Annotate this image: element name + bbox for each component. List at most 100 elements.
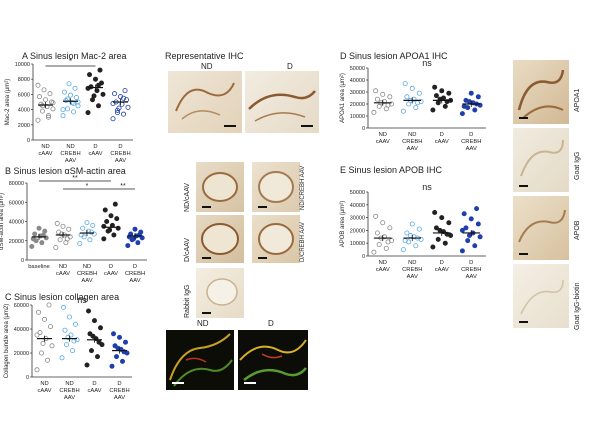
mac2-point [35,117,41,123]
apoa1-point [404,94,410,100]
mac2-point [38,101,44,107]
mac2-category-label: cAAV [38,151,52,157]
mac2-category-label: D [93,144,97,150]
apob-point [439,215,445,221]
asma-point [125,243,131,249]
asma-point [36,225,42,231]
apob-point [413,243,419,249]
apob-tick-label: 10000 [350,241,365,247]
collagen-point [40,340,46,346]
apob-point [430,244,436,250]
collagen-ylabel: Collagen bundle area (μm2) [4,304,10,379]
mac2-point [116,105,122,111]
apob-point [442,240,448,246]
apoa1-category-label: CREBH [461,139,481,145]
apoa1-point [461,103,467,109]
apob-point [416,226,422,232]
apoa1-ylabel: APOA1 area (μm²) [340,73,346,123]
mac2-category-label: ND [66,144,74,150]
collagen-d-header: D [268,319,274,328]
collagen-tick-label: 20000 [14,351,29,357]
asma-category-label: CREBH [125,271,145,277]
mac2-category-label: ND [41,144,49,150]
panel-e-title: E Sinus lesion APOB IHC [340,165,443,175]
apoa1-point [413,105,419,111]
mac2-point [91,93,97,99]
collagen-tick-label: 40000 [14,327,29,333]
collagen-category-label: CREBH [109,388,129,394]
collagen-point [37,330,43,336]
apoa1-category-label: ND [379,132,387,138]
asma-category-label: cAAV [56,271,70,277]
mac2-sig-label: * [69,57,72,66]
apoa1-point [402,81,408,87]
apoa1-category-label: D [440,132,444,138]
apob-tick-label: 50000 [350,190,365,196]
collagen-point [34,332,40,338]
collagen-category-label: CREBH [59,388,79,394]
asma-point [59,231,65,237]
ihc-d-header: D [287,62,293,71]
apob-point [472,243,478,249]
apoa1-point [433,93,439,99]
collagen-point [48,324,54,330]
asma-point [111,232,117,238]
collagen-category-label: AAV [114,395,125,401]
apoa1-point [371,109,377,115]
apob-point [400,247,406,253]
apob-point [463,225,469,231]
apob-category-label: ND [379,260,387,266]
apoa1-point [373,88,379,94]
ihc-image-nd-caav [196,162,244,212]
mac2-point [46,113,52,119]
asma-tick-label: 40000 [9,220,24,226]
label-goat-igg-biotin: Goat IgG-biotin [574,282,581,330]
collagen-point [42,316,48,322]
asma-tick-label: 20000 [9,239,24,245]
asma-point [108,213,114,219]
apoa1-point [430,107,436,113]
asma-category-label: AAV [129,278,140,284]
apob-tick-label: 0 [362,254,365,260]
ihc-image-d [245,71,319,133]
apob-point [374,230,380,236]
mac2-point [60,113,66,119]
asma-category-label: baseline [28,264,50,270]
collagen-point [61,304,67,310]
right-image-apob [513,196,569,260]
asma-point [135,240,141,246]
asma-category-label: cAAV [104,271,118,277]
label-rabbit-igg: Rabbit IgG [184,284,191,318]
apob-point [373,213,379,219]
asma-point [90,222,96,228]
apoa1-point [409,85,415,91]
asma-point [88,229,94,235]
asma-category-label: D [133,264,137,270]
asma-category-label: CREBH [77,271,97,277]
apoa1-sig-label: ns [422,58,432,68]
collagen-point [120,358,126,364]
collagen-point [98,325,104,331]
asma-point [54,220,60,226]
label-d-crebh-aav: D/CREBH AAV [300,222,306,262]
asma-point [29,244,35,250]
apob-point [459,227,465,233]
apob-category-label: cAAV [376,267,390,273]
apob-point [465,238,471,244]
asma-point [57,237,63,243]
collagen-category-label: D [92,381,96,387]
collagen-point [70,348,76,354]
mac2-point [110,116,116,122]
apob-point [461,211,467,217]
apoa1-category-label: CREBH [402,139,422,145]
asma-point [87,237,93,243]
mac2-point [72,85,78,91]
mac2-point [60,107,66,113]
panel-c-title: C Sinus lesion collagen area [5,292,120,302]
mac2-point [68,92,74,98]
ihc-image-nd [168,71,242,133]
mac2-category-label: AAV [65,158,76,164]
asma-point [32,231,38,237]
mac2-point [74,94,80,100]
apoa1-point [446,90,452,96]
